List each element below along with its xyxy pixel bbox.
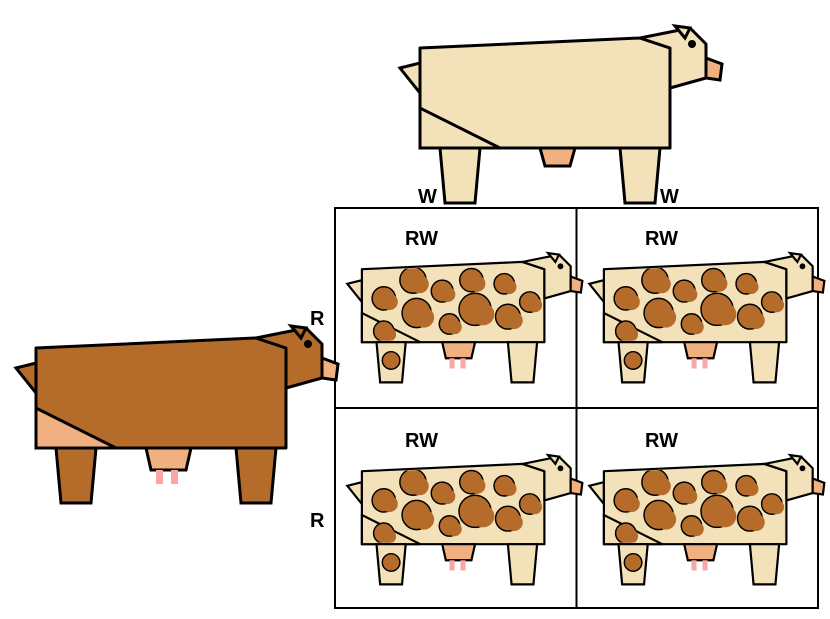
offspring-cow-1 bbox=[347, 253, 582, 382]
parent-red-cow bbox=[16, 326, 338, 503]
col-label-2: W bbox=[660, 186, 679, 209]
punnett-diagram bbox=[0, 0, 830, 619]
offspring-cow-4 bbox=[589, 455, 824, 584]
row-label-1: R bbox=[310, 308, 324, 331]
offspring-cow-2 bbox=[589, 253, 824, 382]
row-label-2: R bbox=[310, 510, 324, 533]
offspring-cow-3 bbox=[347, 455, 582, 584]
cell-label-12: RW bbox=[645, 228, 678, 251]
cell-label-11: RW bbox=[405, 228, 438, 251]
cell-label-21: RW bbox=[405, 430, 438, 453]
parent-white-cow bbox=[400, 26, 722, 203]
cell-label-22: RW bbox=[645, 430, 678, 453]
col-label-1: W bbox=[418, 186, 437, 209]
